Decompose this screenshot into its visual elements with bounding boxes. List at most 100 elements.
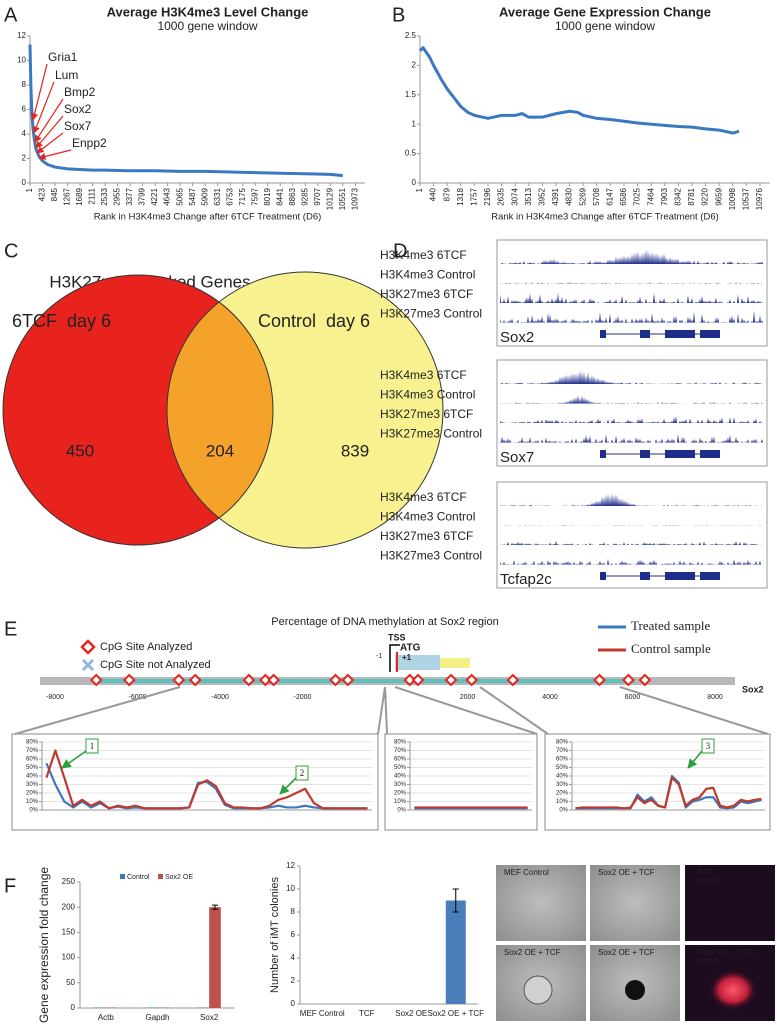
x-tick-label: 7025	[633, 187, 642, 205]
chart-subtitle: 1000 gene window	[157, 19, 257, 33]
track-signal	[500, 249, 763, 264]
callout: 3	[706, 741, 711, 751]
gene-name: Sox7	[500, 449, 534, 466]
x-tick-label: 5909	[200, 187, 209, 205]
minus-one: -1	[376, 653, 382, 660]
x-tick-label: Sox2 OE + TCF	[427, 1009, 484, 1018]
bar	[145, 1007, 158, 1008]
x-tick-label: 8863	[288, 187, 297, 205]
x-tick-label: 1267	[63, 187, 72, 205]
x-tick-label: 8019	[263, 187, 272, 205]
chart-title: Average H3K4me3 Level Change	[107, 4, 309, 19]
exon	[600, 572, 606, 580]
chart-subtitle: 1000 gene window	[555, 19, 655, 33]
panel-label: B	[392, 4, 405, 26]
image-label: Sox2 OE + TCF	[598, 948, 655, 957]
track-frame	[496, 359, 768, 467]
panel-label: F	[4, 875, 16, 897]
gene-name: Sox2	[500, 329, 534, 346]
legend-label: CpG Site Analyzed	[100, 641, 192, 653]
annotation-arrow	[36, 132, 64, 154]
x-tick-label: 6147	[605, 187, 614, 205]
zoom-line	[377, 686, 386, 735]
atg-label: ATG	[400, 643, 421, 654]
y-tick-label: 6	[22, 105, 27, 114]
track-signal	[500, 524, 763, 526]
map-tick-label: 6000	[625, 694, 641, 701]
data-line	[575, 776, 762, 810]
annotation-arrow	[38, 149, 72, 160]
y-tick-label: 80%	[394, 740, 407, 746]
y-tick-label: 12	[17, 31, 26, 40]
cpg-analyzed	[411, 673, 425, 687]
track-signal	[500, 540, 763, 545]
x-tick-label: 4830	[565, 187, 574, 205]
tss-label: TSS	[388, 632, 406, 642]
x-tick-label: Sox2	[200, 1013, 219, 1022]
exon	[640, 572, 650, 580]
track-label: H3K4me3 6TCF	[380, 490, 467, 504]
x-tick-label: 3952	[537, 187, 546, 205]
x-tick-label: 6331	[213, 187, 222, 205]
x-axis-label: Rank in H3K4me3 Change after 6TCF Treatm…	[94, 212, 322, 223]
y-tick-label: 1	[412, 119, 417, 128]
x-tick-label: 2196	[483, 187, 492, 205]
y-tick-label: 60%	[26, 757, 39, 763]
image-label: TCF	[697, 868, 713, 877]
y-tick-label: 60%	[556, 757, 569, 763]
map-gene: Sox2	[742, 684, 764, 694]
legend-label: Sox2 OE	[165, 874, 193, 881]
annotation: Sox7	[64, 119, 92, 133]
y-tick-label: 1.5	[405, 90, 417, 99]
y-tick-label: 0.5	[405, 149, 417, 158]
y-tick-label: 30%	[26, 782, 39, 788]
cpg-analyzed	[403, 673, 417, 687]
cpg-analyzed	[122, 673, 136, 687]
x-tick-label: 4643	[163, 187, 172, 205]
image-label: Sox2 OE + TCF	[504, 948, 561, 957]
x-tick-label: 10976	[755, 187, 764, 210]
callout: 1	[90, 741, 95, 751]
map-tick-label: 4000	[542, 694, 558, 701]
y-tick-label: 200	[62, 902, 76, 911]
x-tick-label: 5708	[592, 187, 601, 205]
y-tick-label: 40%	[26, 774, 39, 780]
venn-count: 839	[341, 441, 369, 460]
annotation-arrow	[33, 81, 55, 134]
y-tick-label: 10%	[556, 799, 569, 805]
exon	[700, 450, 720, 458]
colony	[523, 975, 553, 1005]
track-signal	[500, 558, 763, 565]
image-label: Sox2 OE + TCF	[598, 868, 655, 877]
x-tick-label: Actb	[98, 1013, 115, 1022]
y-tick-label: 10%	[26, 799, 39, 805]
x-tick-label: 9220	[701, 187, 710, 205]
x-tick-label: TCF	[359, 1009, 375, 1018]
x-tick-label: 4221	[150, 187, 159, 205]
annotation: Enpp2	[72, 136, 107, 150]
data-line	[28, 44, 343, 178]
cpg-analyzed	[638, 673, 652, 687]
track-label: H3K4me3 Control	[380, 388, 475, 402]
exon	[600, 450, 606, 458]
x-tick-label: 879	[442, 187, 451, 201]
x-tick-label: 1689	[75, 187, 84, 205]
y-axis-label: Gene expression fold change	[37, 867, 51, 1023]
legend-label: Control	[127, 874, 150, 881]
error-bar	[452, 888, 459, 913]
panel-frame	[11, 733, 379, 831]
cpg-analyzed	[258, 673, 272, 687]
y-tick-label: 10	[17, 56, 26, 65]
cpg-analyzed	[172, 673, 186, 687]
exon	[600, 330, 606, 338]
exon	[640, 450, 650, 458]
exon	[700, 572, 720, 580]
venn-count: 450	[66, 441, 94, 460]
exon	[640, 330, 650, 338]
cpg-analyzed	[444, 673, 458, 687]
y-tick-label: 50%	[556, 765, 569, 771]
track-label: H3K27me3 6TCF	[380, 287, 473, 301]
panel-frame	[544, 733, 771, 831]
y-tick-label: 50%	[26, 765, 39, 771]
legend-diamond	[80, 639, 96, 655]
